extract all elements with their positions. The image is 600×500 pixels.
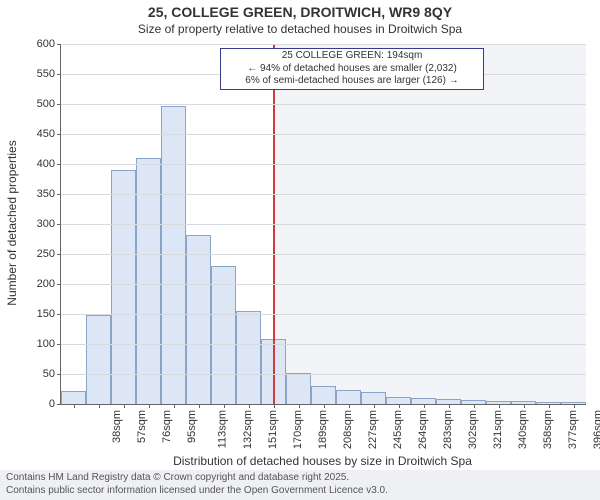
x-tick-mark — [124, 404, 125, 408]
x-tick-mark — [399, 404, 400, 408]
x-tick-mark — [174, 404, 175, 408]
x-tick-mark — [99, 404, 100, 408]
x-tick-label: 76sqm — [161, 410, 173, 443]
y-tick-label: 550 — [37, 68, 61, 80]
y-gridline — [61, 224, 586, 225]
histogram-bar — [111, 170, 136, 404]
y-tick-label: 200 — [37, 278, 61, 290]
y-tick-label: 450 — [37, 128, 61, 140]
x-tick-mark — [299, 404, 300, 408]
y-tick-label: 100 — [37, 338, 61, 350]
histogram-bar — [386, 397, 411, 404]
y-tick-label: 400 — [37, 158, 61, 170]
x-tick-label: 132sqm — [242, 410, 254, 449]
x-tick-mark — [199, 404, 200, 408]
histogram-chart: 25, COLLEGE GREEN, DROITWICH, WR9 8QY Si… — [0, 0, 600, 500]
x-tick-mark — [324, 404, 325, 408]
x-tick-mark — [274, 404, 275, 408]
x-tick-mark — [349, 404, 350, 408]
x-tick-mark — [474, 404, 475, 408]
histogram-bar — [336, 390, 361, 404]
x-tick-mark — [549, 404, 550, 408]
y-tick-label: 500 — [37, 98, 61, 110]
x-tick-label: 189sqm — [317, 410, 329, 449]
footer-line: Contains public sector information licen… — [6, 485, 594, 498]
histogram-bar — [361, 392, 386, 404]
y-tick-label: 0 — [49, 398, 61, 410]
plot-area: 05010015020025030035040045050055060038sq… — [60, 44, 586, 405]
y-gridline — [61, 194, 586, 195]
x-tick-label: 208sqm — [342, 410, 354, 449]
x-tick-mark — [249, 404, 250, 408]
x-tick-mark — [374, 404, 375, 408]
y-gridline — [61, 374, 586, 375]
x-tick-mark — [449, 404, 450, 408]
y-gridline — [61, 134, 586, 135]
histogram-bar — [186, 235, 211, 404]
chart-subtitle: Size of property relative to detached ho… — [0, 22, 600, 36]
x-tick-mark — [74, 404, 75, 408]
histogram-bar — [286, 373, 311, 404]
footer-line: Contains HM Land Registry data © Crown c… — [6, 472, 594, 485]
x-tick-label: 302sqm — [467, 410, 479, 449]
annotation-box: 25 COLLEGE GREEN: 194sqm← 94% of detache… — [220, 48, 484, 90]
histogram-bar — [236, 311, 261, 404]
y-gridline — [61, 44, 586, 45]
y-tick-label: 50 — [43, 368, 61, 380]
y-tick-label: 150 — [37, 308, 61, 320]
x-tick-label: 57sqm — [136, 410, 148, 443]
histogram-bar — [86, 315, 111, 404]
x-tick-mark — [524, 404, 525, 408]
x-tick-mark — [574, 404, 575, 408]
y-tick-label: 250 — [37, 248, 61, 260]
histogram-bar — [61, 391, 86, 404]
x-tick-mark — [149, 404, 150, 408]
histogram-bar — [311, 386, 336, 404]
y-gridline — [61, 284, 586, 285]
x-tick-label: 170sqm — [292, 410, 304, 449]
x-tick-label: 113sqm — [216, 410, 228, 448]
x-tick-label: 377sqm — [567, 410, 579, 449]
annotation-line: ← 94% of detached houses are smaller (2,… — [225, 63, 479, 76]
y-gridline — [61, 104, 586, 105]
y-tick-label: 350 — [37, 188, 61, 200]
x-tick-label: 283sqm — [442, 410, 454, 449]
x-tick-label: 151sqm — [267, 410, 279, 449]
x-tick-label: 264sqm — [417, 410, 429, 449]
y-gridline — [61, 164, 586, 165]
x-tick-mark — [499, 404, 500, 408]
y-gridline — [61, 254, 586, 255]
x-tick-label: 38sqm — [111, 410, 123, 443]
chart-title: 25, COLLEGE GREEN, DROITWICH, WR9 8QY — [0, 4, 600, 20]
y-gridline — [61, 344, 586, 345]
x-tick-label: 227sqm — [367, 410, 379, 449]
x-tick-mark — [424, 404, 425, 408]
attribution-footer: Contains HM Land Registry data © Crown c… — [0, 470, 600, 500]
x-tick-label: 245sqm — [392, 410, 404, 449]
x-tick-mark — [224, 404, 225, 408]
y-gridline — [61, 314, 586, 315]
annotation-line: 25 COLLEGE GREEN: 194sqm — [225, 50, 479, 63]
x-tick-label: 95sqm — [186, 410, 198, 443]
y-axis-label: Number of detached properties — [5, 123, 19, 323]
x-tick-label: 340sqm — [517, 410, 529, 449]
annotation-line: 6% of semi-detached houses are larger (1… — [225, 75, 479, 88]
y-tick-label: 600 — [37, 38, 61, 50]
x-axis-label: Distribution of detached houses by size … — [60, 454, 585, 468]
y-tick-label: 300 — [37, 218, 61, 230]
x-tick-label: 321sqm — [492, 410, 504, 449]
x-tick-label: 358sqm — [542, 410, 554, 449]
histogram-bar — [211, 266, 236, 404]
x-tick-label: 396sqm — [592, 410, 600, 449]
